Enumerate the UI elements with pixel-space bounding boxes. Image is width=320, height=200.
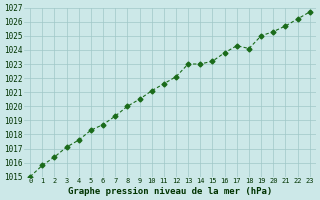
X-axis label: Graphe pression niveau de la mer (hPa): Graphe pression niveau de la mer (hPa) [68,187,272,196]
